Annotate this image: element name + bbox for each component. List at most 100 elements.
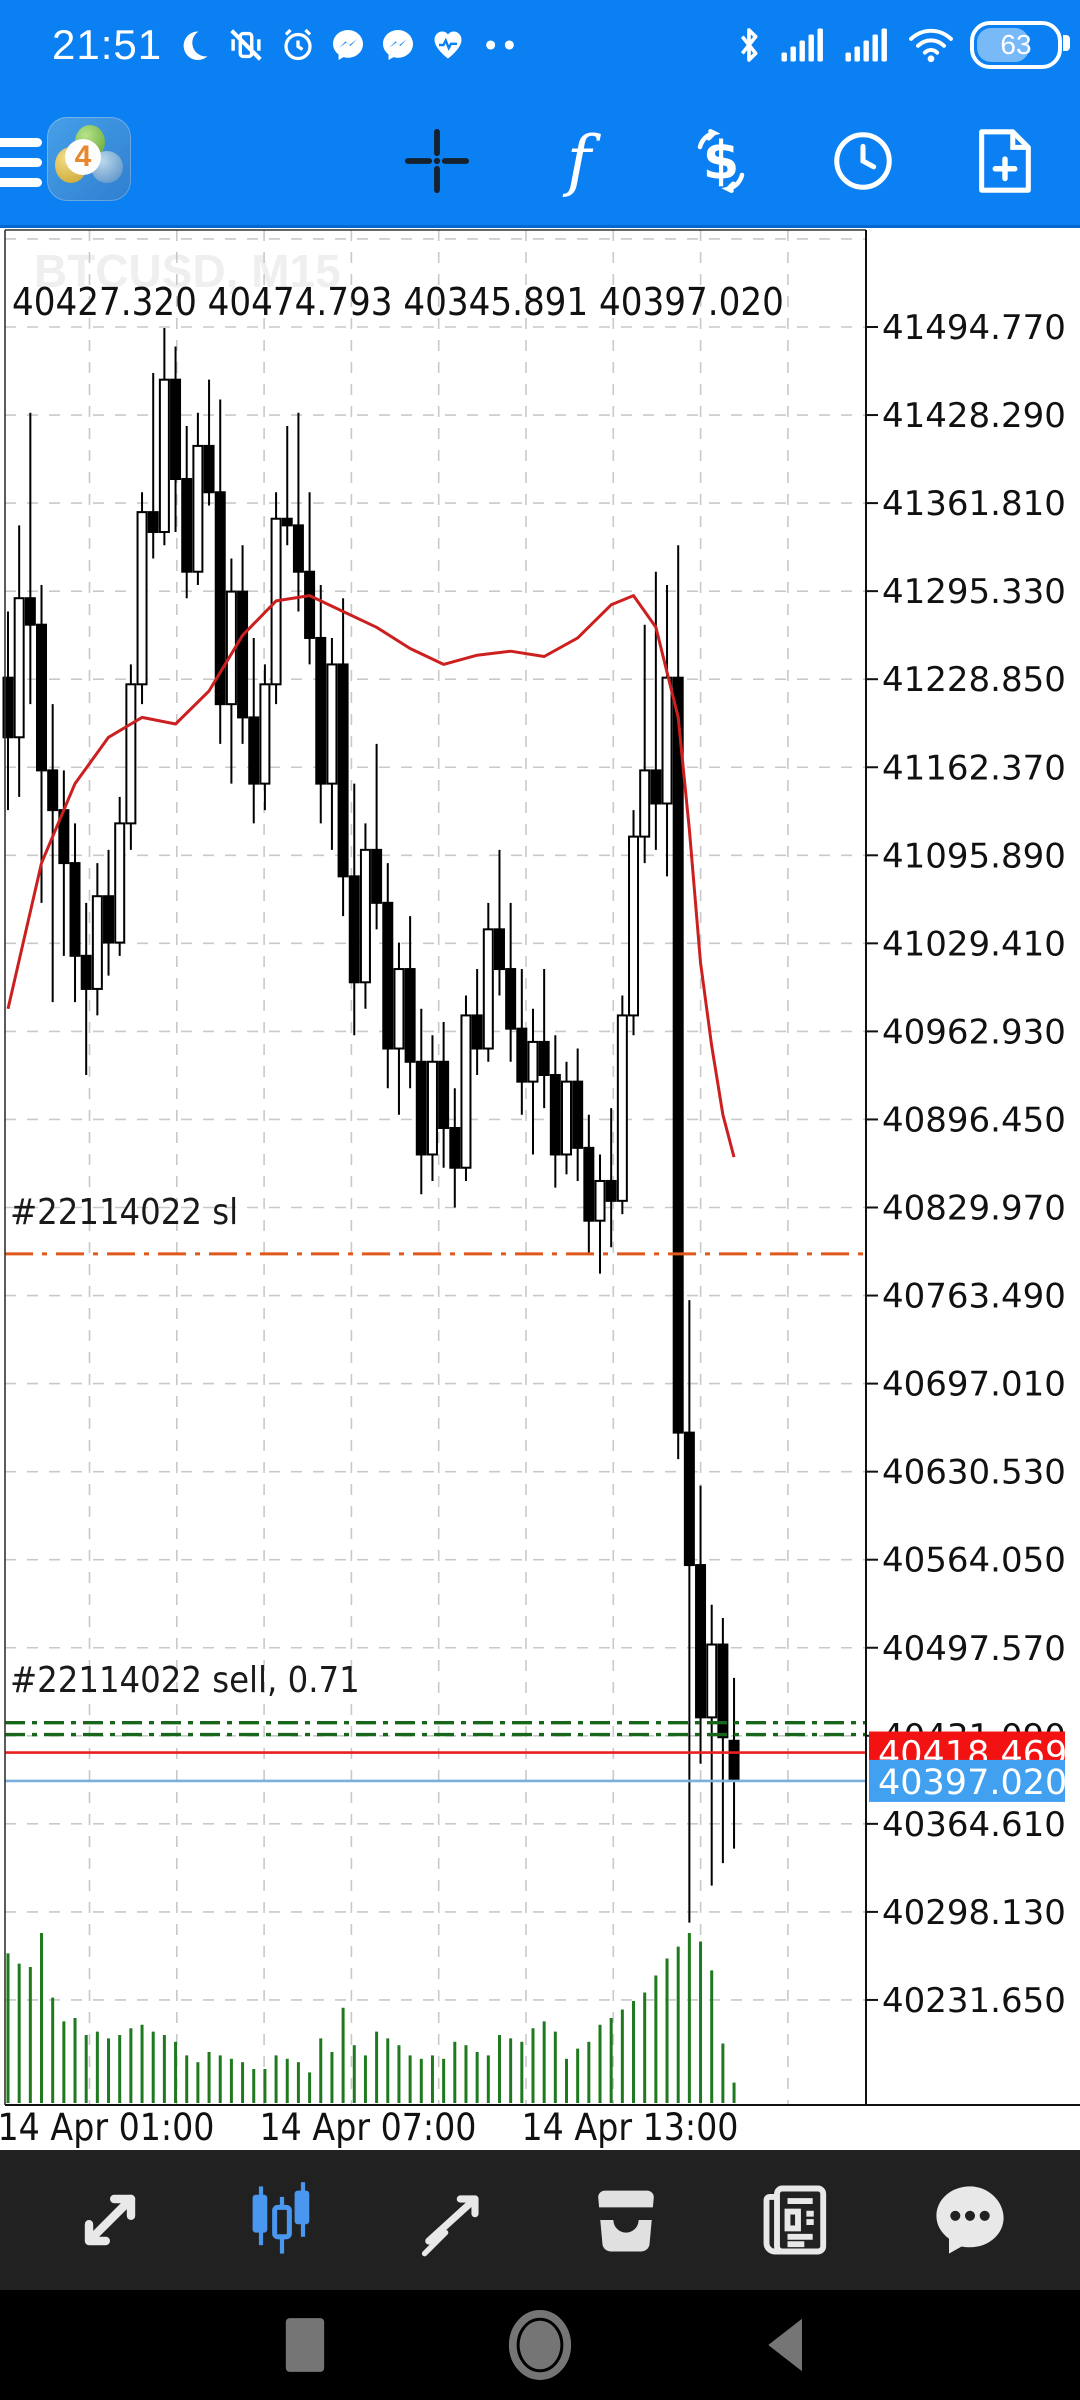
status-bar: 21:51 [0, 0, 1080, 90]
bid-badge-text: 40397.020 [878, 1763, 1067, 1803]
messenger-icon [380, 27, 416, 63]
candle-body [538, 1040, 550, 1077]
symbol-watermark: BTCUSD, M15 [34, 245, 341, 297]
candle-body [326, 663, 338, 785]
cell-signal-icon [780, 25, 828, 65]
indicators-icon[interactable]: f [566, 122, 592, 199]
candle-body [47, 769, 59, 812]
news-tab[interactable] [743, 2170, 853, 2270]
history-tab[interactable] [571, 2170, 681, 2270]
crosshair-icon[interactable] [402, 126, 472, 196]
sell-position-label: #22114022 sell, 0.71 [10, 1660, 360, 1701]
recents-button[interactable] [270, 2312, 340, 2378]
price-axis-label: 41029.410 [882, 924, 1066, 964]
candle-body [460, 1014, 472, 1169]
candle-body [69, 862, 81, 957]
candle-body [248, 716, 260, 785]
mt4-app-icon[interactable]: 4 [47, 117, 131, 201]
new-order-icon[interactable] [970, 126, 1040, 196]
candle-body [359, 848, 371, 984]
price-chart[interactable]: BTCUSD, M15 41494.770 41428.290 41361.810 4… [0, 228, 1080, 2150]
candle-body [13, 597, 25, 739]
candle-body [505, 968, 517, 1030]
menu-icon[interactable] [0, 138, 42, 194]
more-dots-icon [480, 35, 520, 55]
candle-body [683, 1431, 695, 1567]
price-axis-label: 40896.450 [882, 1100, 1066, 1140]
candle-body [695, 1564, 707, 1719]
price-axis-label: 41095.890 [882, 836, 1066, 876]
candle-body [170, 378, 182, 481]
wifi-icon [908, 25, 954, 65]
candle-body [516, 1027, 528, 1083]
candle-body [449, 1126, 461, 1169]
bluetooth-icon [734, 25, 764, 65]
vibrate-off-icon [226, 27, 266, 63]
health-icon [430, 27, 466, 63]
candle-body [281, 517, 293, 527]
trade-tab[interactable] [399, 2170, 509, 2270]
messages-tab[interactable] [915, 2170, 1025, 2270]
candle-body [91, 895, 103, 990]
candle-body [259, 683, 271, 785]
candle-body [237, 590, 249, 719]
svg-text:$: $ [703, 131, 740, 192]
candle-body [24, 597, 36, 626]
price-axis-label: 40829.970 [882, 1189, 1066, 1229]
candle-body [717, 1643, 729, 1739]
messenger-icon [330, 27, 366, 63]
candle-body [572, 1080, 584, 1149]
candle-body [650, 769, 662, 805]
time-axis-label: 14 Apr 01:00 [0, 2106, 215, 2149]
candle-body [114, 822, 126, 944]
candle-body [103, 895, 115, 944]
candle-body [628, 835, 640, 1017]
candle-body [158, 378, 170, 533]
candle-body [136, 511, 148, 686]
trade-icon[interactable]: $ [686, 126, 756, 196]
candle-body [2, 676, 14, 739]
candle-body [292, 524, 304, 573]
moving-average-line [6, 594, 736, 1158]
candle-body [181, 478, 193, 573]
ohlc-readout: 40427.320 40474.793 40345.891 40397.020 [12, 280, 784, 324]
candle-body [706, 1643, 718, 1719]
candle-body [438, 1060, 450, 1129]
price-axis-label: 41162.370 [882, 748, 1066, 788]
candle-body [616, 1014, 628, 1202]
moon-icon [176, 27, 212, 63]
candle-body [192, 444, 204, 573]
price-axis-label: 40231.650 [882, 1981, 1066, 2021]
back-button[interactable] [752, 2312, 822, 2378]
candle-body [661, 676, 673, 805]
battery-percent: 63 [1000, 29, 1032, 60]
candle-body [583, 1146, 595, 1222]
candle-body [337, 663, 349, 878]
candle-body [482, 928, 494, 1050]
candle-body [594, 1179, 606, 1222]
alarm-icon [280, 27, 316, 63]
price-axis-label: 41295.330 [882, 572, 1066, 612]
candlestick-chart-canvas[interactable]: 41494.770 41428.290 41361.810 41295.330 4122… [0, 228, 1080, 2150]
home-button[interactable] [505, 2310, 575, 2380]
candle-body [80, 954, 92, 990]
candle-body [404, 968, 416, 1063]
history-icon[interactable] [828, 126, 898, 196]
battery-icon: 63 [970, 21, 1070, 69]
bottom-toolbar [0, 2150, 1080, 2290]
quotes-tab[interactable] [55, 2170, 165, 2270]
time-axis: 14 Apr 01:00 14 Apr 07:00 14 Apr 13:00 [0, 2106, 1080, 2150]
app-toolbar: 4 f $ [0, 90, 1080, 228]
candle-body [605, 1179, 617, 1202]
price-axis-label: 40962.930 [882, 1012, 1066, 1052]
price-axis-label: 40497.570 [882, 1629, 1066, 1669]
candle-body [493, 928, 505, 971]
price-axis-label: 41361.810 [882, 484, 1066, 524]
charts-tab[interactable] [227, 2170, 337, 2270]
price-axis-label: 40364.610 [882, 1805, 1066, 1845]
candle-body [214, 491, 226, 706]
price-axis-label: 40298.130 [882, 1893, 1066, 1933]
candle-body [561, 1080, 572, 1156]
candle-body [415, 1060, 427, 1156]
candle-body [382, 901, 394, 1050]
